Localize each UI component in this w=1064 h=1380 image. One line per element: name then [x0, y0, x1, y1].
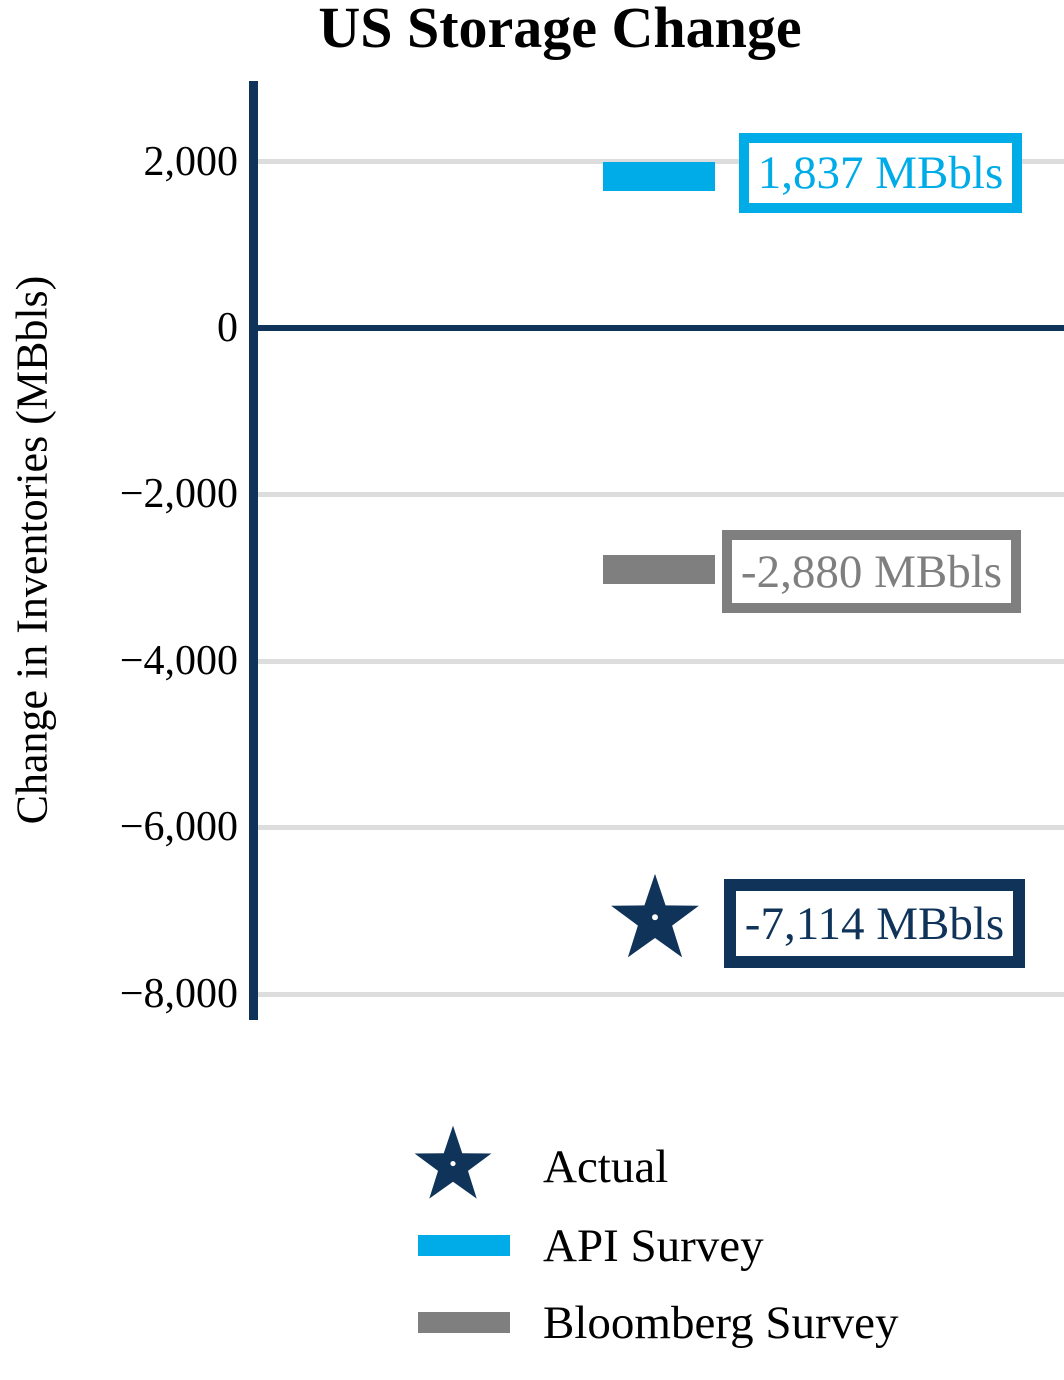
- bloomberg-survey-callout: -2,880 MBbls: [722, 530, 1021, 613]
- actual-callout: -7,114 MBbls: [724, 879, 1025, 968]
- actual-star-icon: [611, 873, 699, 958]
- legend-label-actual: Actual: [543, 1141, 669, 1193]
- y-tick-label: 2,000: [143, 139, 239, 185]
- zero-baseline: [249, 325, 1064, 331]
- bloomberg-survey-bar: [603, 555, 715, 584]
- y-axis-spine: [249, 81, 258, 1020]
- gridline-neg2000: [258, 492, 1064, 497]
- gridline-neg8000: [258, 992, 1064, 997]
- gridline-neg4000: [258, 659, 1064, 664]
- y-tick-label: −8,000: [119, 971, 238, 1017]
- y-tick-label: −6,000: [119, 804, 238, 850]
- api-survey-bar: [603, 162, 715, 191]
- api-survey-callout: 1,837 MBbls: [739, 133, 1022, 213]
- legend-swatch-bloomberg-survey: [418, 1312, 510, 1333]
- gridline-2000: [258, 159, 1064, 164]
- y-axis-title: Change in Inventories (MBbls): [7, 275, 57, 825]
- legend-star-icon: [414, 1125, 492, 1199]
- legend-label-bloomberg-survey: Bloomberg Survey: [543, 1297, 899, 1349]
- chart-title: US Storage Change: [318, 0, 802, 60]
- api-survey-value: 1,837 MBbls: [757, 147, 1004, 199]
- y-tick-label: −2,000: [119, 471, 238, 517]
- legend-swatch-api-survey: [418, 1235, 510, 1256]
- actual-value: -7,114 MBbls: [744, 897, 1005, 950]
- bloomberg-survey-value: -2,880 MBbls: [740, 545, 1003, 598]
- y-tick-label: −4,000: [119, 638, 238, 684]
- y-tick-label: 0: [217, 305, 238, 351]
- gridline-neg6000: [258, 825, 1064, 830]
- legend-label-api-survey: API Survey: [543, 1220, 764, 1272]
